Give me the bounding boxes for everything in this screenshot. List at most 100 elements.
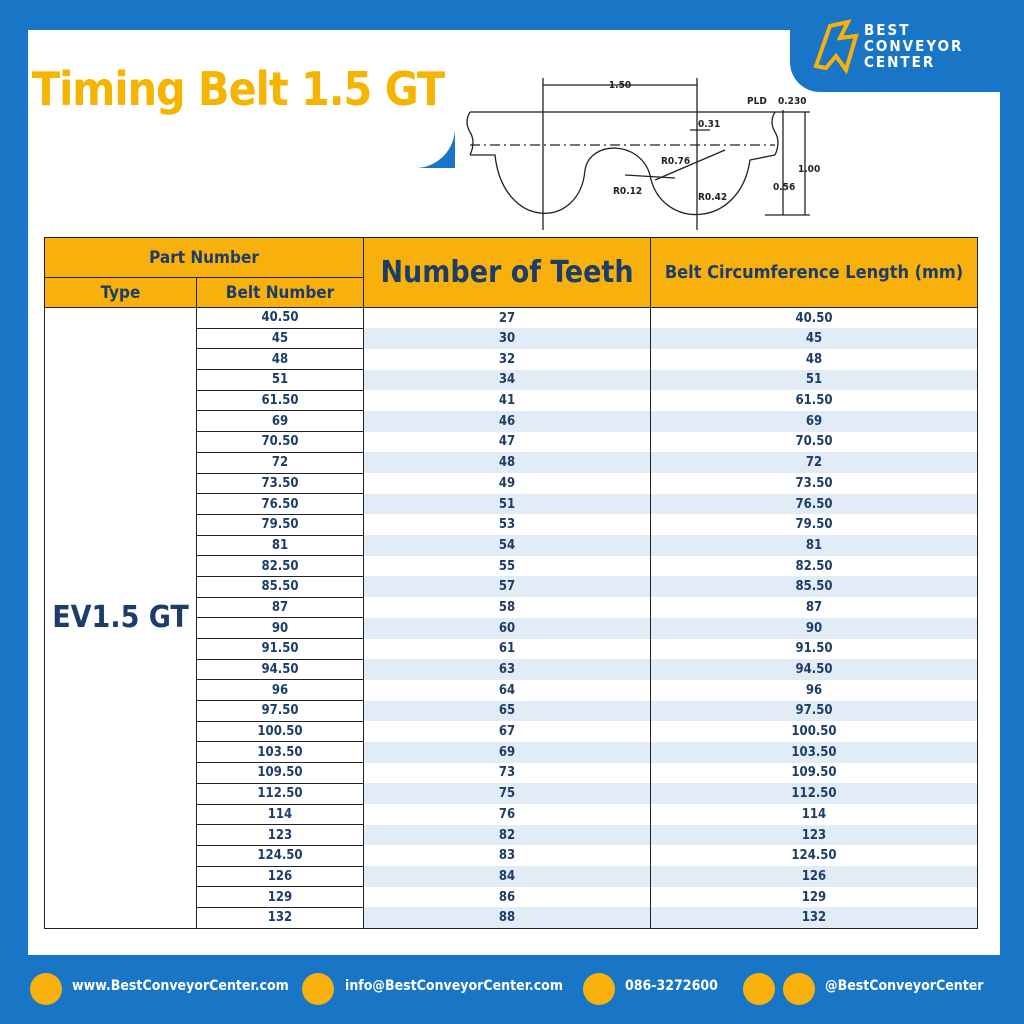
dim-label: 0.56 xyxy=(773,182,795,193)
belt-number: 72 xyxy=(196,452,364,474)
table-row: EV1.5 GT 40.50 27 40.50 xyxy=(44,307,978,929)
social-handle[interactable]: @BestConveyorCenter xyxy=(825,978,984,994)
table-row: 70.50 47 70.50 xyxy=(45,431,978,453)
email-icon xyxy=(302,973,334,1005)
belt-number: 124.50 xyxy=(196,845,364,867)
phone-icon xyxy=(583,973,615,1005)
length: 48 xyxy=(650,348,978,370)
web-icon xyxy=(30,973,62,1005)
belt-number: 123 xyxy=(196,824,364,846)
logo-text: CENTER xyxy=(864,53,936,71)
table-row: 90 60 90 xyxy=(45,617,978,639)
table-row: 45 30 45 xyxy=(45,328,978,350)
table-row: 114 76 114 xyxy=(45,804,978,826)
length: 129 xyxy=(650,886,978,908)
dim-label: 1.00 xyxy=(798,164,820,175)
belt-number: 97.50 xyxy=(196,700,364,722)
length: 126 xyxy=(650,866,978,887)
email[interactable]: info@BestConveyorCenter.com xyxy=(345,978,563,994)
belt-number: 129 xyxy=(196,886,364,908)
dim-label: R0.42 xyxy=(698,192,727,203)
teeth: 34 xyxy=(363,369,651,391)
table-row: 126 84 126 xyxy=(45,866,978,888)
teeth: 84 xyxy=(363,866,651,887)
teeth: 64 xyxy=(363,679,651,701)
belt-number: 112.50 xyxy=(196,783,364,805)
length: 112.50 xyxy=(650,783,978,804)
spec-table: Part Number Number of Teeth Belt Circumf… xyxy=(44,237,978,929)
header-cell: Belt Number xyxy=(196,277,364,308)
length: 79.50 xyxy=(650,514,978,536)
belt-number: 103.50 xyxy=(196,741,364,764)
table-row: 96 64 96 xyxy=(45,679,978,702)
length: 97.50 xyxy=(650,700,978,722)
table-row: 79.50 53 79.50 xyxy=(45,514,978,536)
length: 114 xyxy=(650,804,978,825)
belt-number: 114 xyxy=(196,804,364,826)
belt-number: 85.50 xyxy=(196,576,364,598)
length: 123 xyxy=(650,824,978,846)
belt-number: 61.50 xyxy=(196,390,364,412)
belt-number: 96 xyxy=(196,679,364,702)
length: 45 xyxy=(650,328,978,349)
belt-number: 76.50 xyxy=(196,493,364,515)
table-row: 123 82 123 xyxy=(45,824,978,846)
length: 96 xyxy=(650,679,978,701)
length: 103.50 xyxy=(650,741,978,763)
belt-number: 48 xyxy=(196,348,364,371)
length: 51 xyxy=(650,369,978,391)
teeth: 75 xyxy=(363,783,651,804)
length: 40.50 xyxy=(650,307,978,329)
teeth: 47 xyxy=(363,431,651,453)
length: 109.50 xyxy=(650,762,978,784)
logo-text: BEST xyxy=(864,21,911,39)
teeth: 60 xyxy=(363,617,651,639)
phone[interactable]: 086-3272600 xyxy=(625,978,718,994)
teeth: 61 xyxy=(363,638,651,660)
length: 100.50 xyxy=(650,721,978,742)
table-row: 97.50 65 97.50 xyxy=(45,700,978,722)
title: Timing Belt 1.5 GT xyxy=(31,62,445,116)
header-cell: Belt Circumference Length (mm) xyxy=(650,237,978,308)
facebook-icon[interactable] xyxy=(743,973,775,1005)
length: 85.50 xyxy=(650,576,978,598)
length: 73.50 xyxy=(650,473,978,494)
logo-text: CONVEYOR xyxy=(864,37,964,55)
teeth: 48 xyxy=(363,452,651,473)
table-row: 82.50 55 82.50 xyxy=(45,555,978,577)
belt-number: 79.50 xyxy=(196,514,364,536)
belt-number: 82.50 xyxy=(196,555,364,577)
line-icon[interactable] xyxy=(783,973,815,1005)
belt-number: 40.50 xyxy=(196,307,364,329)
length: 61.50 xyxy=(650,390,978,411)
website[interactable]: www.BestConveyorCenter.com xyxy=(72,978,289,994)
belt-diagram: 1.50 PLD 0.230 0.31 R0.76 R0.12 R0.42 1.… xyxy=(466,78,820,230)
table-row: 94.50 63 94.50 xyxy=(45,659,978,681)
belt-number: 109.50 xyxy=(196,762,364,784)
table-row: 129 86 129 xyxy=(45,886,978,908)
dim-label: 0.31 xyxy=(698,119,720,130)
dim-label: 1.50 xyxy=(609,80,631,91)
header-cell: Type xyxy=(44,277,197,308)
belt-number: 87 xyxy=(196,597,364,619)
teeth: 88 xyxy=(363,907,651,929)
table-row: 76.50 51 76.50 xyxy=(45,493,978,515)
teeth: 32 xyxy=(363,348,651,370)
belt-number: 45 xyxy=(196,328,364,350)
teeth: 46 xyxy=(363,410,651,432)
teeth: 53 xyxy=(363,514,651,536)
belt-number: 73.50 xyxy=(196,473,364,495)
table-row: 132 88 132 xyxy=(45,907,978,929)
table-row: 87 58 87 xyxy=(45,597,978,619)
teeth: 83 xyxy=(363,845,651,867)
teeth: 76 xyxy=(363,804,651,825)
length: 124.50 xyxy=(650,845,978,867)
teeth: 54 xyxy=(363,535,651,556)
belt-number: 91.50 xyxy=(196,638,364,660)
belt-number: 81 xyxy=(196,535,364,557)
dim-label: R0.12 xyxy=(613,186,642,197)
table-row: 51 34 51 xyxy=(45,369,978,391)
length: 87 xyxy=(650,597,978,618)
header-cell: Number of Teeth xyxy=(363,237,651,308)
